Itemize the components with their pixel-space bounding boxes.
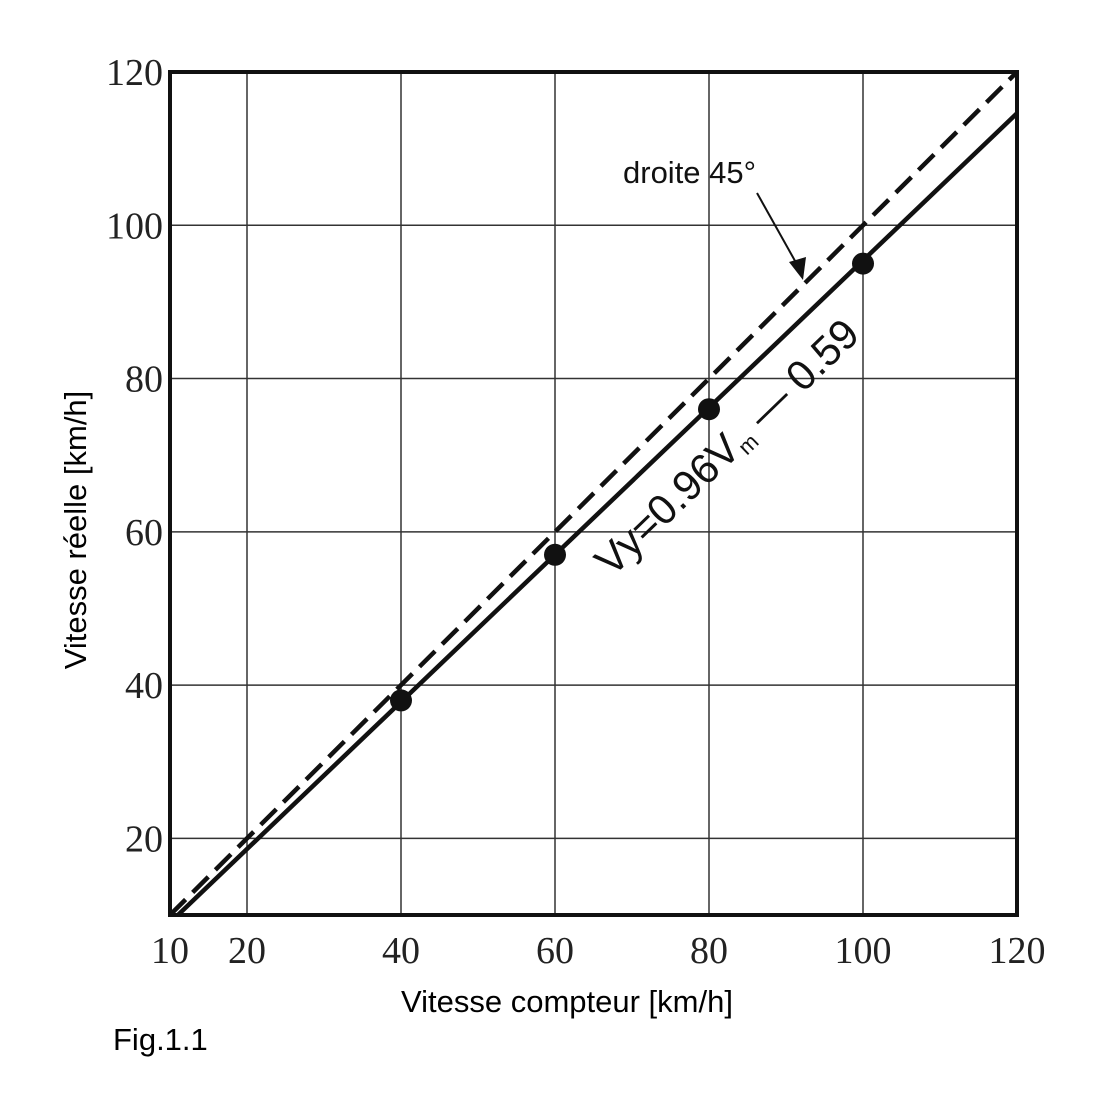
- grid: [170, 72, 1017, 915]
- x-tick-label: 100: [835, 930, 892, 972]
- series-line-fit: [176, 111, 1019, 917]
- y-tick-label: 60: [125, 512, 163, 554]
- figure-label: Fig.1.1: [113, 1022, 208, 1057]
- x-tick-label: 10: [151, 930, 189, 972]
- y-tick-label: 80: [125, 359, 163, 401]
- data-points: [390, 252, 874, 712]
- dashed-line-label: droite 45°: [623, 155, 756, 190]
- x-tick-label: 120: [989, 930, 1046, 972]
- x-tick-label: 40: [382, 930, 420, 972]
- series-lines: [168, 70, 1019, 917]
- x-axis-title: Vitesse compteur [km/h]: [401, 984, 733, 1019]
- y-tick-label: 100: [106, 205, 163, 247]
- series-line-45deg: [168, 70, 1019, 917]
- y-axis-title: Vitesse réelle [km/h]: [58, 391, 93, 670]
- x-tick-label: 20: [228, 930, 266, 972]
- arrowhead-icon: [789, 257, 806, 280]
- y-tick-label: 20: [125, 818, 163, 860]
- data-point: [698, 398, 720, 421]
- data-point: [852, 252, 874, 275]
- annotation-arrow: [756, 192, 800, 269]
- tick-labels: 10 20 40 60 80 100 120 20 40 60 80 100 120: [106, 52, 1046, 972]
- fit-equation-tail: — 0.59: [730, 309, 868, 445]
- data-point: [544, 543, 566, 566]
- fit-equation: Vy=0.96Vm — 0.59: [586, 309, 870, 585]
- plot-frame: [168, 70, 1019, 917]
- y-tick-label: 120: [106, 52, 163, 94]
- data-point: [390, 689, 412, 712]
- y-tick-label: 40: [125, 665, 163, 707]
- x-tick-label: 80: [690, 930, 728, 972]
- x-tick-label: 60: [536, 930, 574, 972]
